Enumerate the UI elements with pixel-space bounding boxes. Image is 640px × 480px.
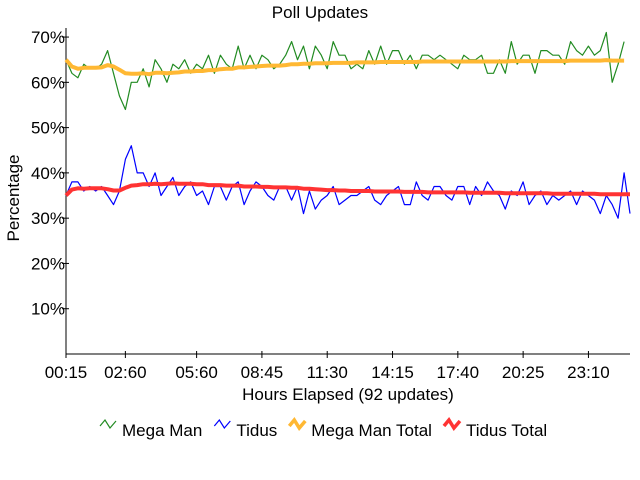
x-tick-label: 14:15 [371, 363, 414, 382]
legend-label-mega-man-total: Mega Man Total [311, 421, 432, 440]
x-tick-label: 00:15 [45, 363, 88, 382]
chart-title: Poll Updates [272, 3, 368, 22]
legend-icon-tidus-total [442, 417, 462, 431]
y-tick-label: 10% [31, 300, 65, 319]
x-tick-label: 11:30 [307, 363, 348, 382]
y-tick-label: 50% [31, 119, 65, 138]
y-tick-label: 30% [31, 209, 65, 228]
legend-icon-mega-man-total [287, 417, 307, 431]
x-tick-label: 17:40 [437, 363, 480, 382]
x-tick-label: 23:10 [567, 363, 610, 382]
series-line-mega-man [65, 31, 625, 111]
x-tick-label: 02:60 [104, 363, 147, 382]
series-line-mega-man-total [64, 58, 625, 77]
y-axis-label: Percentage [4, 155, 23, 242]
legend-icon-mega-man [99, 418, 117, 430]
series-line-tidus-total [64, 181, 630, 197]
x-tick-label: 20:25 [502, 363, 545, 382]
x-tick-label: 08:45 [241, 363, 284, 382]
y-tick-label: 20% [31, 254, 65, 273]
legend-icon-tidus [213, 418, 231, 430]
y-tick-label: 40% [31, 164, 65, 183]
y-tick-label: 60% [31, 73, 65, 92]
chart-legend: Mega Man Tidus Mega Man Total Tidus Total [99, 417, 547, 440]
y-tick-label: 70% [31, 28, 65, 47]
x-tick-label: 05:60 [175, 363, 218, 382]
legend-label-mega-man: Mega Man [122, 421, 202, 440]
x-axis-label: Hours Elapsed (92 updates) [242, 385, 454, 404]
legend-label-tidus: Tidus [236, 421, 277, 440]
legend-label-tidus-total: Tidus Total [466, 421, 547, 440]
series-line-tidus [65, 145, 631, 219]
